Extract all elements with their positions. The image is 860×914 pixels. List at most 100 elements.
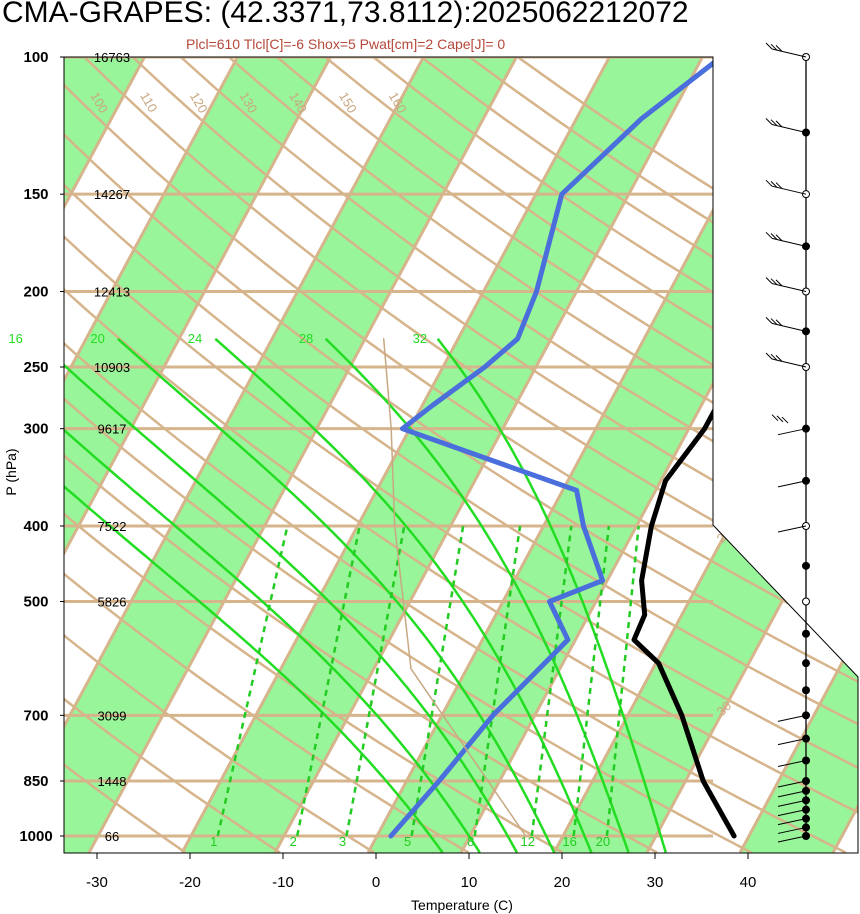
dry-adiabat-line [64,57,858,853]
temperature-tick-label: 30 [647,874,664,891]
plot-border [63,56,859,854]
dry-adiabat-label: 150 [336,89,360,115]
chart-subtitle: Plcl=610 Tlcl[C]=-6 Shox=5 Pwat[cm]=2 Ca… [186,36,506,52]
barb-flag [775,279,783,287]
dry-adiabat-line [64,57,187,853]
moist-adiabat-lines [64,337,667,853]
height-labels: 16763 14267 12413 10903 9617 7522 5826 3099 1448… [94,50,130,844]
mixing-ratio-line [572,525,611,837]
barb-flag [775,355,783,362]
dry-adiabat-line [64,57,858,853]
mixing-ratio-label: 3 [339,834,346,849]
dry-adiabat-line [64,57,858,853]
pressure-tick-label: 200 [23,284,48,301]
dry-adiabat-line [64,57,858,853]
barb-shaft [771,322,807,332]
barb-shaft [777,790,807,798]
parcel-line [382,338,527,837]
line-labels: 812162024283212358121620 [8,331,610,849]
barb-flag [770,278,778,286]
barb-shaft [777,799,807,807]
isotherm-line [645,57,858,853]
temperature-tick-label: -30 [86,874,108,891]
x-axis-label: Temperature (C) [411,897,513,913]
pressure-tick-label: 400 [23,518,48,535]
temperature-tick-label: 40 [740,874,757,891]
barb-shaft [777,826,807,834]
barb-dot [802,659,810,668]
dry-adiabat-line [64,57,658,853]
barb-shaft [777,428,807,436]
height-label: 3099 [98,708,127,723]
barb-flag [775,319,783,327]
moist-adiabat-label: 24 [188,331,202,346]
pressure-tick-label: 1000 [19,828,52,845]
barb-flag [770,318,778,325]
mixing-ratio-line [295,525,361,837]
barb-flag [775,234,783,242]
moist-adiabat-line [116,337,556,853]
barb-flag [765,118,773,125]
barb-flag [765,352,773,360]
dry-adiabat-line [64,57,470,853]
isotherm-line [738,57,858,853]
mixing-ratio-label: 5 [404,834,411,849]
barb-flag [776,415,784,423]
mixing-ratio-label: 12 [521,834,535,849]
barb-shaft [771,124,807,133]
barb-shaft [777,525,807,533]
moist-adiabat-label: 20 [90,331,104,346]
barb-shaft [777,714,807,722]
barb-dot [802,629,810,638]
isotherm-line [64,57,351,853]
chart-title: CMA-GRAPES: (42.3371,73.8112):2025062212… [2,0,689,29]
pressure-tick-label: 150 [23,186,48,203]
height-label: 16763 [94,50,130,65]
isotherm-band [740,57,858,853]
barb-shaft [777,780,807,788]
moist-adiabat-line [324,337,630,853]
moist-adiabat-line [214,337,593,853]
mixing-ratio-label: 20 [596,834,610,849]
barb-dot [802,686,810,695]
pressure-tick-label: 250 [23,359,48,376]
mixing-ratio-line [345,525,406,837]
mixing-ratio-line [530,525,573,837]
moist-adiabat-line [436,338,667,853]
barb-shaft [771,237,807,247]
dry-adiabat-line [64,57,564,853]
moist-adiabat-label: 32 [413,331,427,346]
mixing-ratio-line [216,525,289,837]
temperature-tick-label: 0 [372,874,380,891]
pressure-tick-label: 100 [23,49,48,66]
barb-flag [775,120,783,128]
pressure-tick-label: 500 [23,593,48,610]
height-label: 12413 [94,285,130,300]
dry-adiabat-line [188,57,858,853]
wind-barbs [765,42,810,843]
barb-flag [770,181,778,188]
height-label: 7522 [98,519,127,534]
barb-flag [775,45,783,52]
height-label: 66 [105,829,119,844]
barb-flag [765,179,773,187]
barb-shaft [771,185,807,195]
barb-flag [765,231,773,239]
barb-shaft [771,283,807,292]
barb-flag [775,182,783,189]
moist-adiabat-label: 28 [299,331,313,346]
temperature-tick-label: -10 [272,874,294,891]
barb-flag [765,42,773,50]
height-label: 14267 [94,187,130,202]
mixing-ratio-label: 1 [210,834,217,849]
mixing-ratio-line [605,525,640,837]
isotherm-line [64,57,258,853]
dry-adiabat-line [141,57,858,853]
temperature-tick-label: -20 [179,874,201,891]
pressure-tick-label: 300 [23,421,48,438]
moist-adiabat-label: 16 [8,331,22,346]
dry-adiabat-line [95,57,858,853]
pressure-axis: 100 150 200 250 300 400 500 700 850 1000 [19,49,64,845]
height-label: 9617 [98,422,127,437]
barb-flag [781,416,789,424]
